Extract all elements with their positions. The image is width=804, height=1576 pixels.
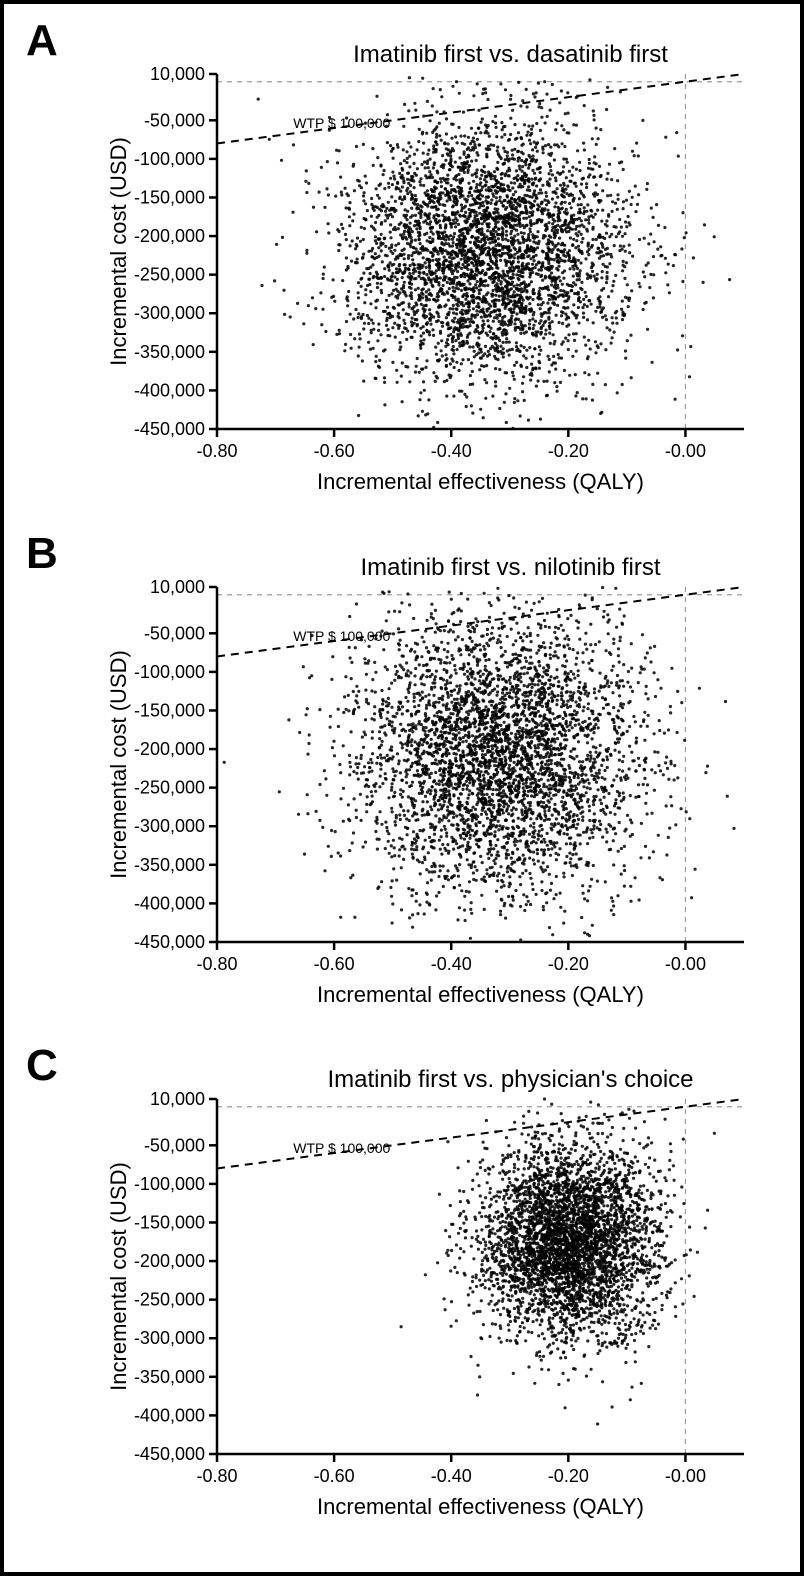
svg-text:-250,000: -250,000	[134, 265, 205, 285]
svg-text:-0.60: -0.60	[314, 441, 355, 461]
svg-text:Imatinib first vs. dasatinib f: Imatinib first vs. dasatinib first	[353, 41, 668, 68]
svg-text:-0.20: -0.20	[548, 441, 589, 461]
svg-text:Imatinib first vs. nilotinib f: Imatinib first vs. nilotinib first	[360, 554, 660, 581]
figure-page: A Imatinib first vs. dasatinib first WTP …	[0, 0, 804, 1576]
chart-c: Imatinib first vs. physician's choiceWTP…	[102, 1059, 754, 1524]
chart-b: Imatinib first vs. nilotinib first WTP $ …	[102, 547, 754, 1012]
svg-text:10,000: 10,000	[150, 64, 205, 84]
panel-b: B Imatinib first vs. nilotinib first WTP …	[22, 529, 782, 1042]
panel-label-b: B	[26, 529, 58, 579]
chart-a: Imatinib first vs. dasatinib first WTP $ …	[102, 34, 754, 499]
panel-c: C Imatinib first vs. physician's choiceW…	[22, 1041, 782, 1554]
svg-text:WTP $ 100,000: WTP $ 100,000	[293, 115, 390, 131]
svg-text:Incremental effectiveness (QAL: Incremental effectiveness (QALY)	[317, 469, 644, 494]
svg-text:-300,000: -300,000	[134, 303, 205, 323]
svg-text:-0.00: -0.00	[665, 441, 706, 461]
svg-text:-200,000: -200,000	[134, 226, 205, 246]
svg-text:-350,000: -350,000	[134, 342, 205, 362]
svg-text:-50,000: -50,000	[144, 110, 205, 130]
svg-text:-450,000: -450,000	[134, 419, 205, 439]
svg-text:-0.40: -0.40	[431, 441, 472, 461]
svg-text:-400,000: -400,000	[134, 380, 205, 400]
svg-text:WTP $ 100,000: WTP $ 100,000	[293, 628, 390, 644]
panel-label-c: C	[26, 1041, 58, 1091]
svg-text:Incremental cost (USD): Incremental cost (USD)	[106, 137, 131, 366]
svg-text:-150,000: -150,000	[134, 187, 205, 207]
panel-a: A Imatinib first vs. dasatinib first WTP …	[22, 16, 782, 529]
svg-text:-100,000: -100,000	[134, 149, 205, 169]
panel-label-a: A	[26, 16, 58, 66]
svg-text:-0.80: -0.80	[196, 441, 237, 461]
